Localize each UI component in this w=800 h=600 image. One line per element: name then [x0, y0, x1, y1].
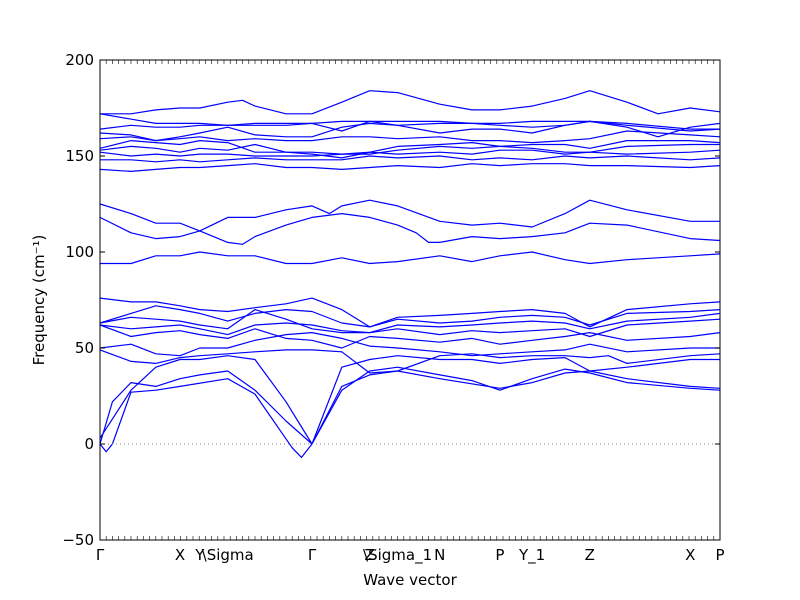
phonon-branch-5 [99, 332, 720, 357]
plot-area [100, 60, 720, 540]
phonon-branch-11 [100, 251, 721, 265]
y-tick-label: −50 [62, 531, 94, 549]
y-axis-label: Frequency (cm⁻¹) [30, 235, 48, 366]
phonon-branch-13 [99, 199, 720, 232]
series-lines [99, 90, 721, 458]
x-tick-label: Y_1 [518, 546, 545, 565]
x-tick-label: N [434, 546, 445, 564]
y-tick-label: 50 [75, 339, 94, 357]
y-axis-ticks: −50 0 50 100 150 200 [62, 51, 720, 549]
phonon-branch-17 [99, 142, 720, 159]
phonon-branch-23 [99, 113, 721, 138]
x-tick-label: \Sigma [202, 546, 254, 564]
phonon-branch-22 [100, 90, 721, 115]
x-tick-label: X [175, 546, 185, 564]
x-tick-label: Y [194, 546, 205, 564]
phonon-branch-12 [99, 213, 721, 245]
y-tick-label: 200 [65, 51, 94, 69]
y-tick-label: 0 [84, 435, 94, 453]
phonon-branch-18 [99, 140, 721, 155]
x-tick-label: X [685, 546, 695, 564]
x-tick-label: \Sigma_1 [363, 546, 432, 565]
x-tick-label: P [715, 546, 724, 564]
x-tick-label: Z [585, 546, 595, 564]
phonon-branch-8 [99, 309, 721, 334]
phonon-branch-3 [99, 355, 720, 445]
y-tick-label: 100 [65, 243, 94, 261]
x-tick-label: Z [365, 546, 375, 564]
phonon-branch-15 [100, 155, 721, 163]
phonon-branch-10 [99, 297, 721, 328]
y-tick-label: 150 [65, 147, 94, 165]
phonon-branch-14 [99, 163, 721, 172]
phonon-branch-4 [99, 349, 721, 374]
phonon-branch-19 [99, 130, 721, 144]
x-tick-label: P [495, 546, 504, 564]
x-tick-label: Γ [308, 546, 317, 564]
x-tick-label: Γ [96, 546, 105, 564]
phonon-branch-2 [99, 370, 721, 458]
x-axis-label: Wave vector [363, 571, 457, 589]
x-axis-ticks: Γ X Y\Sigma Γ Z\Sigma_1 N P Y_1 Z X P [96, 60, 725, 565]
